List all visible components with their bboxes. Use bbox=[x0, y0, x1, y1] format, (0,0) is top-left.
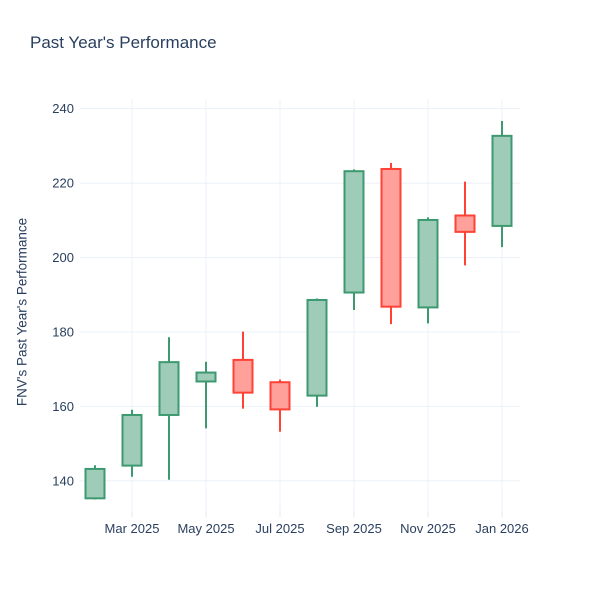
candle-body bbox=[84, 467, 106, 500]
candle-body bbox=[121, 413, 143, 467]
x-tick-label: Sep 2025 bbox=[326, 521, 382, 536]
y-tick-label: 220 bbox=[52, 176, 74, 191]
candle-apr-2025 bbox=[158, 337, 180, 480]
candle-body bbox=[269, 381, 291, 411]
candle-sep-2025 bbox=[343, 169, 365, 311]
x-tick-label: Jul 2025 bbox=[255, 521, 304, 536]
y-tick-label: 140 bbox=[52, 473, 74, 488]
candle-aug-2025 bbox=[306, 298, 328, 407]
x-tick-label: Jan 2026 bbox=[475, 521, 529, 536]
candle-body bbox=[195, 371, 217, 383]
candle-body bbox=[306, 298, 328, 397]
y-tick-label: 160 bbox=[52, 399, 74, 414]
candle-oct-2025 bbox=[380, 163, 402, 325]
y-tick-label: 180 bbox=[52, 324, 74, 339]
y-tick-label: 200 bbox=[52, 250, 74, 265]
candle-dec-2025 bbox=[454, 181, 476, 266]
candle-may-2025 bbox=[195, 361, 217, 429]
candle-body bbox=[417, 218, 439, 309]
candle-feb-2025 bbox=[84, 465, 106, 500]
candle-jun-2025 bbox=[232, 331, 254, 409]
candle-body bbox=[232, 358, 254, 394]
x-tick-label: Mar 2025 bbox=[105, 521, 160, 536]
candle-body bbox=[454, 214, 476, 233]
candle-body bbox=[380, 167, 402, 308]
candle-body bbox=[491, 134, 513, 227]
y-tick-label: 240 bbox=[52, 101, 74, 116]
candle-nov-2025 bbox=[417, 217, 439, 324]
candle-jan-2026 bbox=[491, 120, 513, 248]
candle-jul-2025 bbox=[269, 379, 291, 432]
x-tick-label: May 2025 bbox=[177, 521, 234, 536]
candle-mar-2025 bbox=[121, 409, 143, 477]
chart-title: Past Year's Performance bbox=[30, 33, 217, 52]
x-tick-label: Nov 2025 bbox=[400, 521, 456, 536]
candle-body bbox=[343, 170, 365, 294]
candle-body bbox=[158, 361, 180, 416]
